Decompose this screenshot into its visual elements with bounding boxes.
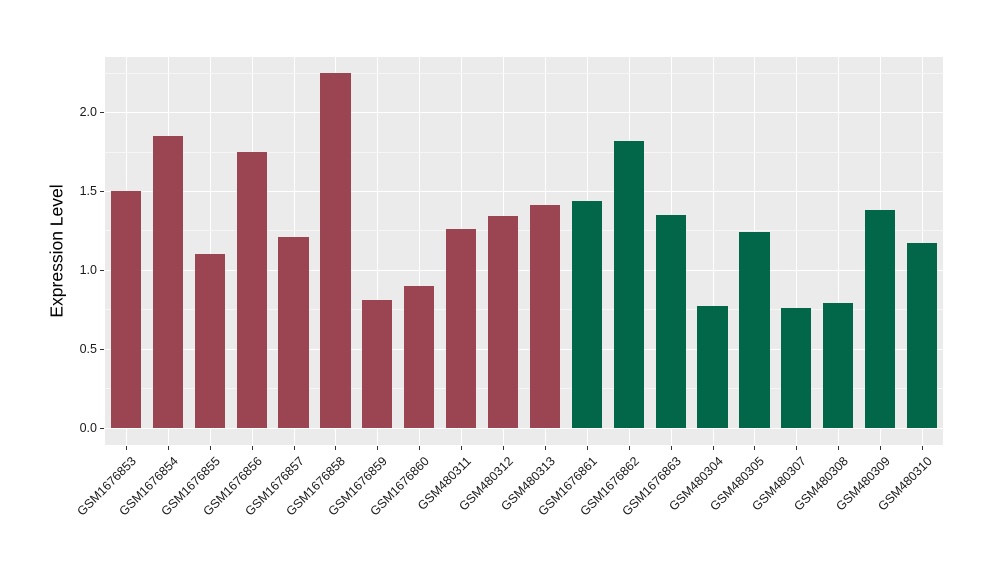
bar-GSM480312 [487,216,519,428]
x-tick-mark [419,446,421,450]
bar-GSM1676863 [655,214,686,428]
bar-GSM1676855 [194,254,225,428]
gridline-vertical [419,57,421,445]
gridline-major [105,269,943,271]
y-tick-label: 1.5 [79,184,97,199]
bar-GSM480311 [446,228,477,428]
plot-panel [105,57,943,445]
gridline-vertical [796,57,798,445]
bar-GSM1676859 [362,299,393,428]
x-tick-mark [712,446,714,450]
bar-GSM480310 [906,243,938,428]
x-tick-mark [922,446,924,450]
bar-GSM1676860 [404,285,435,428]
bar-GSM1676858 [320,72,351,428]
y-tick-mark [100,348,104,350]
y-tick-label: 0.5 [79,341,97,356]
x-tick-mark [628,446,630,450]
x-tick-mark [880,446,882,450]
x-tick-mark [754,446,756,450]
y-tick-mark [100,191,104,193]
gridline-major [105,348,943,350]
gridline-minor [105,309,943,311]
bar-GSM480305 [739,232,770,428]
bar-GSM480307 [781,307,812,428]
x-tick-mark [503,446,505,450]
x-tick-mark [125,446,127,450]
x-tick-mark [167,446,169,450]
gridline-minor [105,72,943,74]
y-tick-mark [100,427,104,429]
bar-GSM1676856 [236,151,267,428]
y-tick-mark [100,269,104,271]
gridline-minor [105,388,943,390]
x-tick-mark [670,446,672,450]
x-tick-mark [377,446,379,450]
bar-GSM1676862 [613,140,644,428]
gridline-vertical [377,57,379,445]
x-tick-mark [293,446,295,450]
bar-GSM480308 [823,303,854,428]
x-tick-mark [544,446,546,450]
gridline-vertical [838,57,840,445]
gridline-vertical [712,57,714,445]
gridline-minor [105,151,943,153]
gridline-major [105,112,943,114]
y-tick-mark [100,112,104,114]
gridline-major [105,191,943,193]
x-tick-mark [796,446,798,450]
x-tick-mark [461,446,463,450]
x-tick-mark [586,446,588,450]
bar-GSM1676854 [152,135,183,428]
bar-GSM1676857 [278,236,309,428]
x-tick-mark [209,446,211,450]
x-tick-mark [251,446,253,450]
bar-GSM480313 [529,205,561,428]
y-tick-label: 2.0 [79,105,97,120]
gridline-vertical [209,57,211,445]
y-tick-label: 0.0 [79,420,97,435]
bar-GSM1676861 [571,200,602,428]
x-tick-mark [838,446,840,450]
bar-GSM480304 [697,306,728,428]
y-tick-label: 1.0 [79,262,97,277]
gridline-major [105,427,943,429]
y-axis-title: Expression Level [46,184,67,318]
bar-GSM1676853 [110,191,142,428]
x-tick-mark [335,446,337,450]
bar-GSM480309 [865,209,896,428]
gridline-minor [105,230,943,232]
